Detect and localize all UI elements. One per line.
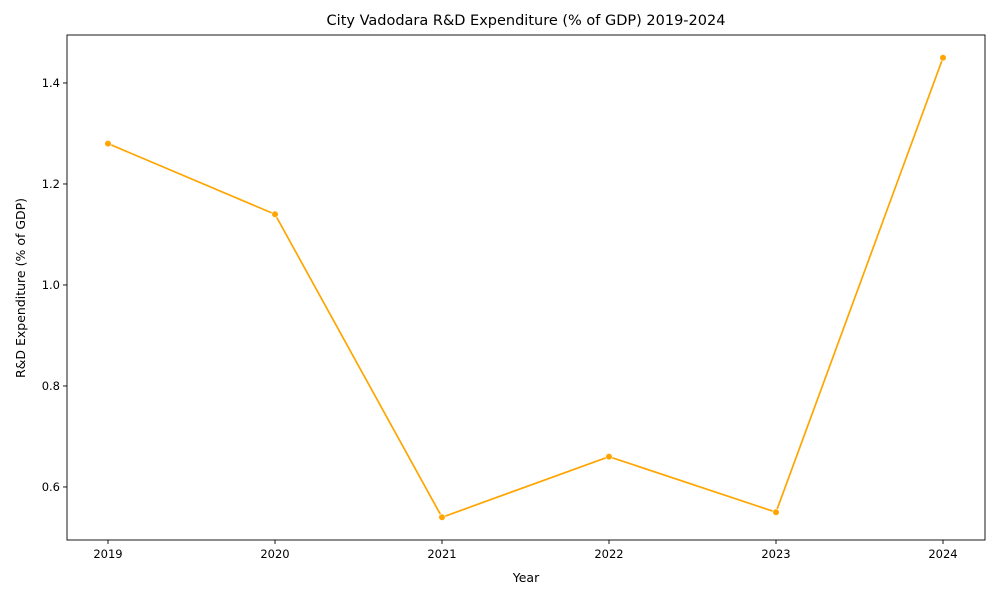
y-tick-label: 1.4 [42,76,60,90]
x-tick-label: 2021 [427,547,456,561]
data-point [605,453,613,461]
x-tick-label: 2020 [260,547,289,561]
y-axis-label: R&D Expenditure (% of GDP) [13,198,28,378]
x-tick-label: 2024 [928,547,957,561]
data-point [772,508,780,516]
y-tick-label: 1.0 [42,278,60,292]
chart-title: City Vadodara R&D Expenditure (% of GDP)… [327,13,726,29]
y-tick-label: 0.6 [42,480,60,494]
x-tick-label: 2019 [93,547,122,561]
y-tick-label: 1.2 [42,177,60,191]
plot-frame [66,34,986,541]
data-point [939,54,947,62]
x-tick-label: 2023 [761,547,790,561]
data-point [438,513,446,521]
x-axis-label: Year [512,570,540,585]
data-point [271,210,279,218]
data-point [104,139,112,148]
plot-area: 2019 2020 2021 2022 2023 2024 0.6 0.8 1.0 1.2 1.4 [42,34,986,561]
series-line [107,57,944,519]
x-tick-label: 2022 [594,547,623,561]
y-tick-label: 0.8 [42,379,60,393]
